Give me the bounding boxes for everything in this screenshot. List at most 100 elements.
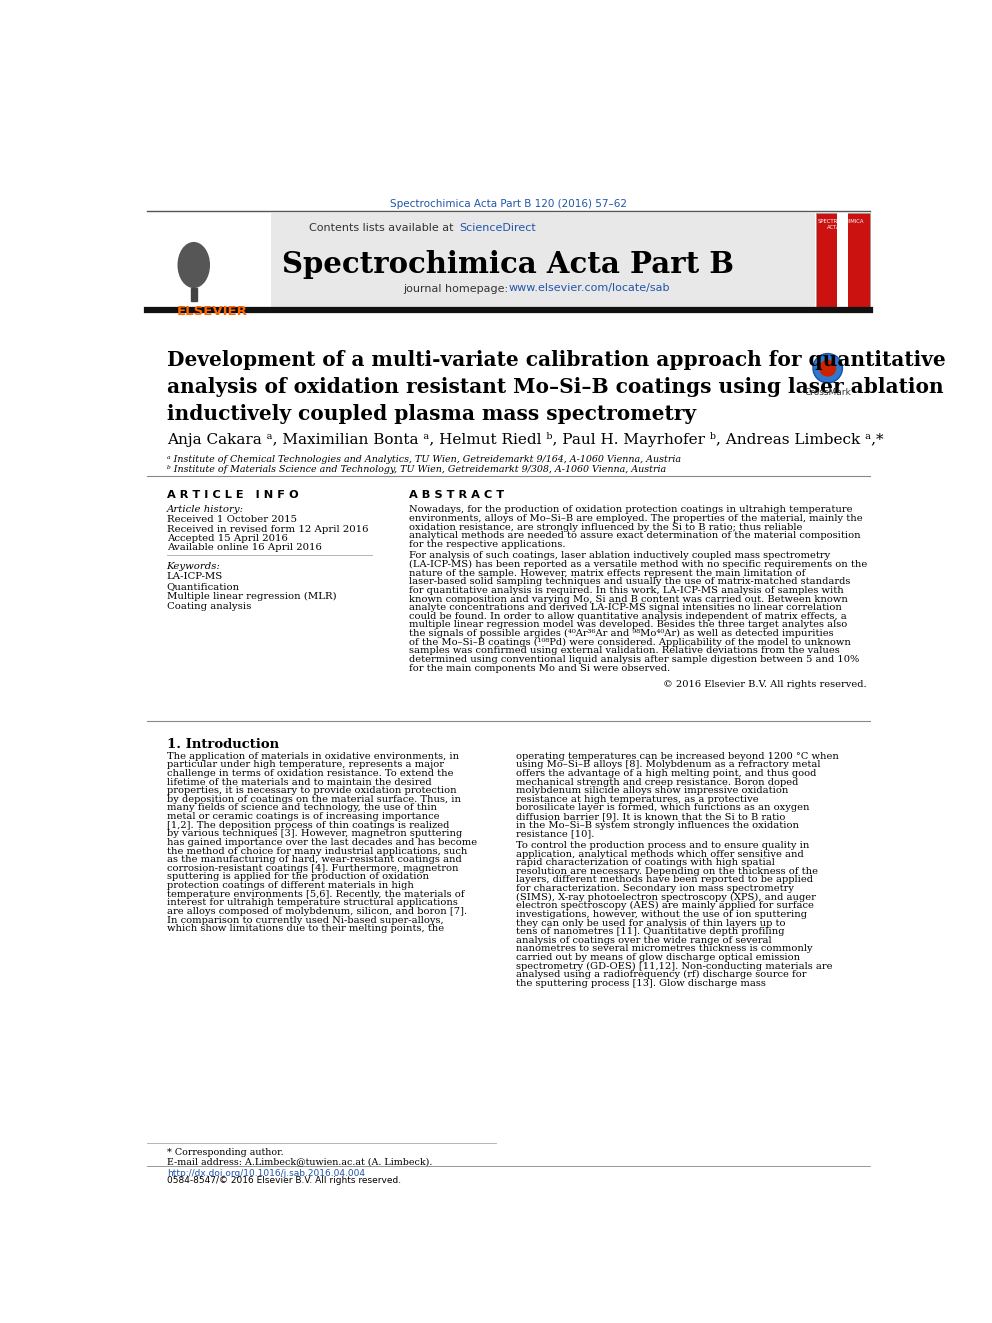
Text: the sputtering process [13]. Glow discharge mass: the sputtering process [13]. Glow discha… <box>516 979 766 988</box>
Text: analytical methods are needed to assure exact determination of the material comp: analytical methods are needed to assure … <box>409 531 861 540</box>
Text: Received in revised form 12 April 2016: Received in revised form 12 April 2016 <box>167 524 368 533</box>
Circle shape <box>819 360 836 377</box>
Text: are alloys composed of molybdenum, silicon, and boron [7].: are alloys composed of molybdenum, silic… <box>167 906 467 916</box>
Text: Available online 16 April 2016: Available online 16 April 2016 <box>167 542 321 552</box>
Text: nature of the sample. However, matrix effects represent the main limitation of: nature of the sample. However, matrix ef… <box>409 569 806 578</box>
Text: © 2016 Elsevier B.V. All rights reserved.: © 2016 Elsevier B.V. All rights reserved… <box>663 680 866 689</box>
Text: oxidation resistance, are strongly influenced by the Si to B ratio; thus reliabl: oxidation resistance, are strongly influ… <box>409 523 803 532</box>
Text: SPECTROCHIMICA: SPECTROCHIMICA <box>817 218 864 224</box>
Text: analyte concentrations and derived LA-ICP-MS signal intensities no linear correl: analyte concentrations and derived LA-IC… <box>409 603 842 613</box>
Text: nanometres to several micrometres thickness is commonly: nanometres to several micrometres thickn… <box>516 945 812 954</box>
Ellipse shape <box>178 242 210 288</box>
Text: Spectrochimica Acta Part B: Spectrochimica Acta Part B <box>283 250 734 279</box>
Text: http://dx.doi.org/10.1016/j.sab.2016.04.004: http://dx.doi.org/10.1016/j.sab.2016.04.… <box>167 1170 365 1177</box>
Text: corrosion-resistant coatings [4]. Furthermore, magnetron: corrosion-resistant coatings [4]. Furthe… <box>167 864 458 873</box>
Text: many fields of science and technology, the use of thin: many fields of science and technology, t… <box>167 803 436 812</box>
Text: offers the advantage of a high melting point, and thus good: offers the advantage of a high melting p… <box>516 769 816 778</box>
Text: by various techniques [3]. However, magnetron sputtering: by various techniques [3]. However, magn… <box>167 830 462 839</box>
Text: analysis of coatings over the wide range of several: analysis of coatings over the wide range… <box>516 935 772 945</box>
Text: The application of materials in oxidative environments, in: The application of materials in oxidativ… <box>167 751 458 761</box>
Text: in the Mo–Si–B system strongly influences the oxidation: in the Mo–Si–B system strongly influence… <box>516 820 800 830</box>
Text: layers, different methods have been reported to be applied: layers, different methods have been repo… <box>516 876 813 885</box>
Text: which show limitations due to their melting points, the: which show limitations due to their melt… <box>167 925 443 933</box>
Text: mechanical strength and creep resistance. Boron doped: mechanical strength and creep resistance… <box>516 778 799 787</box>
Text: resistance [10].: resistance [10]. <box>516 830 594 839</box>
Text: of the Mo–Si–B coatings (¹⁰⁸Pd) were considered. Applicability of the model to u: of the Mo–Si–B coatings (¹⁰⁸Pd) were con… <box>409 638 851 647</box>
Text: lifetime of the materials and to maintain the desired: lifetime of the materials and to maintai… <box>167 778 432 787</box>
Text: Nowadays, for the production of oxidation protection coatings in ultrahigh tempe: Nowadays, for the production of oxidatio… <box>409 505 853 515</box>
Text: borosilicate layer is formed, which functions as an oxygen: borosilicate layer is formed, which func… <box>516 803 809 812</box>
Text: interest for ultrahigh temperature structural applications: interest for ultrahigh temperature struc… <box>167 898 457 908</box>
Text: for the main components Mo and Si were observed.: for the main components Mo and Si were o… <box>409 664 671 672</box>
FancyBboxPatch shape <box>816 213 870 307</box>
Text: could be found. In order to allow quantitative analysis independent of matrix ef: could be found. In order to allow quanti… <box>409 611 847 620</box>
Text: Contents lists available at: Contents lists available at <box>310 224 457 233</box>
Text: spectrometry (GD-OES) [11,12]. Non-conducting materials are: spectrometry (GD-OES) [11,12]. Non-condu… <box>516 962 832 971</box>
Text: (SIMS), X-ray photoelectron spectroscopy (XPS), and auger: (SIMS), X-ray photoelectron spectroscopy… <box>516 893 816 902</box>
Text: samples was confirmed using external validation. Relative deviations from the va: samples was confirmed using external val… <box>409 647 840 655</box>
Text: LA-ICP-MS: LA-ICP-MS <box>167 573 223 581</box>
Text: ScienceDirect: ScienceDirect <box>458 224 536 233</box>
FancyBboxPatch shape <box>147 213 815 307</box>
Text: environments, alloys of Mo–Si–B are employed. The properties of the material, ma: environments, alloys of Mo–Si–B are empl… <box>409 513 863 523</box>
Text: Keywords:: Keywords: <box>167 562 220 572</box>
Text: rapid characterization of coatings with high spatial: rapid characterization of coatings with … <box>516 859 775 868</box>
Text: as the manufacturing of hard, wear-resistant coatings and: as the manufacturing of hard, wear-resis… <box>167 855 461 864</box>
Text: tens of nanometres [11]. Quantitative depth profiling: tens of nanometres [11]. Quantitative de… <box>516 927 785 937</box>
Text: * Corresponding author.: * Corresponding author. <box>167 1148 284 1158</box>
Text: (LA-ICP-MS) has been reported as a versatile method with no specific requirement: (LA-ICP-MS) has been reported as a versa… <box>409 560 867 569</box>
Text: challenge in terms of oxidation resistance. To extend the: challenge in terms of oxidation resistan… <box>167 769 453 778</box>
Text: Spectrochimica Acta Part B 120 (2016) 57–62: Spectrochimica Acta Part B 120 (2016) 57… <box>390 198 627 209</box>
Text: Accepted 15 April 2016: Accepted 15 April 2016 <box>167 533 288 542</box>
Text: A R T I C L E   I N F O: A R T I C L E I N F O <box>167 490 299 500</box>
Text: Development of a multi-variate calibration approach for quantitative
analysis of: Development of a multi-variate calibrati… <box>167 349 945 425</box>
FancyBboxPatch shape <box>837 213 848 307</box>
Text: E-mail address: A.Limbeck@tuwien.ac.at (A. Limbeck).: E-mail address: A.Limbeck@tuwien.ac.at (… <box>167 1158 432 1167</box>
Text: sputtering is applied for the production of oxidation: sputtering is applied for the production… <box>167 872 429 881</box>
Text: particular under high temperature, represents a major: particular under high temperature, repre… <box>167 761 443 769</box>
Text: Received 1 October 2015: Received 1 October 2015 <box>167 515 297 524</box>
Text: investigations, however, without the use of ion sputtering: investigations, however, without the use… <box>516 910 807 919</box>
Text: ELSEVIER: ELSEVIER <box>177 306 248 318</box>
Text: they can only be used for analysis of thin layers up to: they can only be used for analysis of th… <box>516 918 786 927</box>
Text: www.elsevier.com/locate/sab: www.elsevier.com/locate/sab <box>509 283 670 294</box>
Text: Quantification: Quantification <box>167 582 240 591</box>
Text: ACTA: ACTA <box>827 225 840 230</box>
Text: analysed using a radiofrequency (rf) discharge source for: analysed using a radiofrequency (rf) dis… <box>516 970 806 979</box>
Text: 1. Introduction: 1. Introduction <box>167 738 279 750</box>
Text: Multiple linear regression (MLR): Multiple linear regression (MLR) <box>167 593 336 602</box>
Text: the signals of possible argides (⁴⁰Ar³⁶Ar and ⁹⁸Mo⁴⁰Ar) as well as detected impu: the signals of possible argides (⁴⁰Ar³⁶A… <box>409 628 834 638</box>
Text: molybdenum silicide alloys show impressive oxidation: molybdenum silicide alloys show impressi… <box>516 786 789 795</box>
Text: For analysis of such coatings, laser ablation inductively coupled mass spectrome: For analysis of such coatings, laser abl… <box>409 552 830 561</box>
Circle shape <box>813 353 842 382</box>
Text: ᵇ Institute of Materials Science and Technology, TU Wien, Getreidemarkt 9/308, A: ᵇ Institute of Materials Science and Tec… <box>167 466 666 474</box>
Text: by deposition of coatings on the material surface. Thus, in: by deposition of coatings on the materia… <box>167 795 460 804</box>
Text: for the respective applications.: for the respective applications. <box>409 540 565 549</box>
Text: metal or ceramic coatings is of increasing importance: metal or ceramic coatings is of increasi… <box>167 812 439 822</box>
Text: operating temperatures can be increased beyond 1200 °C when: operating temperatures can be increased … <box>516 751 839 761</box>
Text: has gained importance over the last decades and has become: has gained importance over the last deca… <box>167 837 477 847</box>
FancyBboxPatch shape <box>147 213 271 307</box>
Text: protection coatings of different materials in high: protection coatings of different materia… <box>167 881 414 890</box>
Text: Article history:: Article history: <box>167 505 244 515</box>
Text: diffusion barrier [9]. It is known that the Si to B ratio: diffusion barrier [9]. It is known that … <box>516 812 786 822</box>
Text: resistance at high temperatures, as a protective: resistance at high temperatures, as a pr… <box>516 795 759 804</box>
Text: [1,2]. The deposition process of thin coatings is realized: [1,2]. The deposition process of thin co… <box>167 820 449 830</box>
Text: A B S T R A C T: A B S T R A C T <box>409 490 504 500</box>
Polygon shape <box>190 288 196 302</box>
Text: laser-based solid sampling techniques and usually the use of matrix-matched stan: laser-based solid sampling techniques an… <box>409 577 850 586</box>
Text: In comparison to currently used Ni-based super-alloys,: In comparison to currently used Ni-based… <box>167 916 443 925</box>
Text: resolution are necessary. Depending on the thickness of the: resolution are necessary. Depending on t… <box>516 867 818 876</box>
Text: application, analytical methods which offer sensitive and: application, analytical methods which of… <box>516 849 804 859</box>
Text: 0584-8547/© 2016 Elsevier B.V. All rights reserved.: 0584-8547/© 2016 Elsevier B.V. All right… <box>167 1176 401 1185</box>
Text: electron spectroscopy (AES) are mainly applied for surface: electron spectroscopy (AES) are mainly a… <box>516 901 814 910</box>
Text: properties, it is necessary to provide oxidation protection: properties, it is necessary to provide o… <box>167 786 456 795</box>
Text: multiple linear regression model was developed. Besides the three target analyte: multiple linear regression model was dev… <box>409 620 847 630</box>
Text: known composition and varying Mo, Si and B content was carried out. Between know: known composition and varying Mo, Si and… <box>409 594 848 603</box>
Text: To control the production process and to ensure quality in: To control the production process and to… <box>516 841 809 849</box>
Text: Anja Cakara ᵃ, Maximilian Bonta ᵃ, Helmut Riedl ᵇ, Paul H. Mayrhofer ᵇ, Andreas : Anja Cakara ᵃ, Maximilian Bonta ᵃ, Helmu… <box>167 433 883 447</box>
Text: for quantitative analysis is required. In this work, LA-ICP-MS analysis of sampl: for quantitative analysis is required. I… <box>409 586 844 595</box>
Text: ᵃ Institute of Chemical Technologies and Analytics, TU Wien, Getreidemarkt 9/164: ᵃ Institute of Chemical Technologies and… <box>167 455 681 464</box>
Text: the method of choice for many industrial applications, such: the method of choice for many industrial… <box>167 847 467 856</box>
Text: temperature environments [5,6]. Recently, the materials of: temperature environments [5,6]. Recently… <box>167 889 464 898</box>
